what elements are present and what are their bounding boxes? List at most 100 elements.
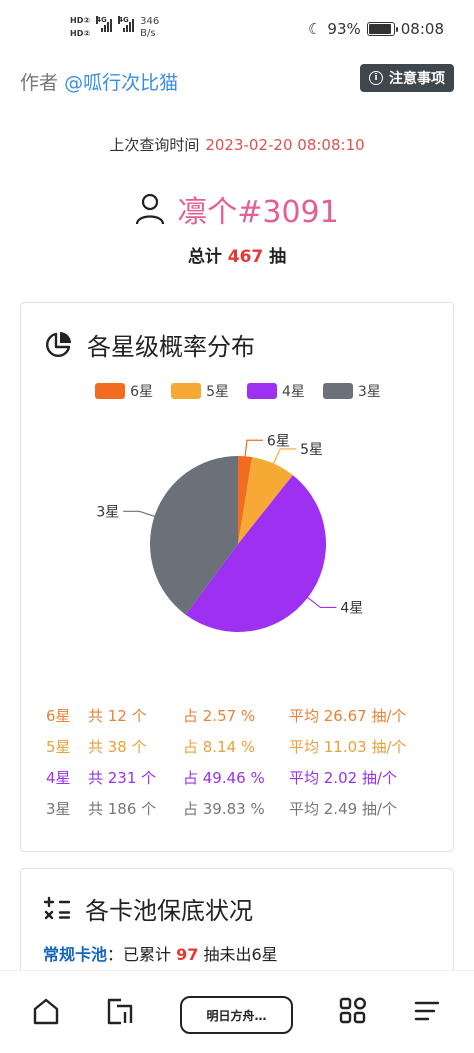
stat-row-6star: 6星 共 12 个 占 2.57 % 平均 26.67 抽/个 <box>21 701 455 732</box>
info-icon: i <box>369 71 383 85</box>
distribution-title: 各星级概率分布 <box>43 327 255 362</box>
current-tab-pill[interactable]: 明日方舟… <box>180 996 293 1034</box>
pool-text-1: 已累计 <box>123 945 172 964</box>
hd-indicators: HD② HD② <box>70 16 90 39</box>
clock: 08:08 <box>400 20 444 38</box>
network-speed: 346 B/s <box>140 16 159 40</box>
home-icon <box>33 998 59 1025</box>
pie-slice[interactable] <box>238 456 253 544</box>
notice-button[interactable]: i 注意事项 <box>360 64 454 92</box>
moon-icon: ☾ <box>307 20 322 38</box>
last-query-label: 上次查询时间 <box>109 136 200 154</box>
stat-percent: 占 8.14 % <box>183 738 256 756</box>
pie-chart-icon <box>46 331 71 357</box>
stat-row-3star: 3星 共 186 个 占 39.83 % 平均 2.49 抽/个 <box>21 794 455 825</box>
calculator-icon <box>43 896 71 919</box>
hd-icon-1: HD② <box>70 16 91 25</box>
total-prefix: 总计 <box>187 247 222 267</box>
battery-icon <box>366 22 398 36</box>
system-status: ☾ 93% 08:08 <box>308 20 444 38</box>
net-type-2: 4G <box>118 16 129 24</box>
stat-average: 平均 2.02 抽/个 <box>289 769 397 787</box>
user-icon <box>136 193 165 225</box>
signal-icon-1: 4G <box>96 16 113 32</box>
stat-count: 共 12 个 <box>88 707 147 725</box>
legend-swatch <box>322 383 353 399</box>
stat-row-5star: 5星 共 38 个 占 8.14 % 平均 11.03 抽/个 <box>21 732 455 763</box>
current-tab-label: 明日方舟… <box>206 1008 267 1023</box>
author-handle[interactable]: @呱行次比猫 <box>64 72 179 94</box>
total-count: 467 <box>227 247 264 267</box>
pool-count: 97 <box>176 945 199 964</box>
stat-average: 平均 11.03 抽/个 <box>289 738 407 756</box>
distribution-card: 各星级概率分布 6星 5星 4星 3星 6星 5星 4星 3星 6星 共 12 个 占… <box>20 302 454 852</box>
pool-text-2: 抽未出6星 <box>203 945 278 964</box>
stat-star: 3星 <box>46 800 71 818</box>
stat-star: 4星 <box>46 769 71 787</box>
grid-icon <box>339 997 367 1024</box>
legend-item-4star[interactable]: 4星 <box>247 381 305 401</box>
menu-icon <box>414 1001 440 1021</box>
stat-count: 共 38 个 <box>88 738 147 756</box>
pie-leader-line <box>123 510 157 518</box>
stat-count: 共 231 个 <box>88 769 157 787</box>
notice-button-label: 注意事项 <box>389 71 445 87</box>
tabs-icon <box>107 998 133 1025</box>
legend-item-5star[interactable]: 5星 <box>171 381 229 401</box>
pool-separator: ： <box>107 945 124 964</box>
author-line: 作者 @呱行次比猫 <box>20 68 178 95</box>
apps-button[interactable] <box>335 993 371 1029</box>
pie-slice[interactable] <box>185 475 327 633</box>
legend-swatch <box>171 383 202 399</box>
net-type-1: 4G <box>96 16 107 24</box>
legend-swatch <box>247 383 277 399</box>
stat-star: 5星 <box>46 738 71 756</box>
stat-average: 平均 26.67 抽/个 <box>289 707 407 725</box>
user-name: 凛个#3091 <box>177 195 339 230</box>
legend-label: 5星 <box>206 384 229 400</box>
pity-title: 各卡池保底状况 <box>43 891 253 926</box>
last-query: 上次查询时间 2023-02-20 08:08:10 <box>0 134 474 155</box>
hd-icon-2: HD② <box>70 29 91 38</box>
total-suffix: 抽 <box>269 247 287 267</box>
user-info: 凛个#3091 <box>0 187 474 231</box>
signal-icon-2: 4G <box>118 16 135 32</box>
battery-percent: 93% <box>327 20 361 38</box>
pie-slice[interactable] <box>150 456 238 615</box>
speed-value: 346 <box>140 16 160 27</box>
distribution-title-text: 各星级概率分布 <box>87 333 255 361</box>
stat-percent: 占 39.83 % <box>183 800 265 818</box>
last-query-time: 2023-02-20 08:08:10 <box>205 136 365 154</box>
pie-slice[interactable] <box>238 457 293 544</box>
legend-item-6star[interactable]: 6星 <box>95 381 153 401</box>
pie-label: 4星 <box>340 600 363 616</box>
status-bar: HD② HD② 4G 4G 346 B/s ☾ 93% 08:08 <box>0 0 474 58</box>
stat-star: 6星 <box>46 707 71 725</box>
author-label: 作者 <box>20 72 59 94</box>
pie-leader-line <box>272 448 297 466</box>
pool-name: 常规卡池 <box>43 945 108 964</box>
legend-item-3star[interactable]: 3星 <box>322 381 381 401</box>
pie-chart: 6星 5星 4星 3星 <box>96 433 363 633</box>
network-status: HD② HD② 4G 4G 346 B/s <box>70 16 159 40</box>
chart-legend: 6星 5星 4星 3星 <box>21 381 455 401</box>
legend-label: 6星 <box>130 384 154 400</box>
speed-unit: B/s <box>140 28 156 39</box>
stat-percent: 占 2.57 % <box>183 707 256 725</box>
menu-button[interactable] <box>409 993 445 1029</box>
stat-average: 平均 2.49 抽/个 <box>289 800 397 818</box>
home-button[interactable] <box>28 993 64 1029</box>
stat-count: 共 186 个 <box>88 800 157 818</box>
stat-percent: 占 49.46 % <box>183 769 265 787</box>
tabs-button[interactable] <box>102 993 138 1029</box>
stat-row-4star: 4星 共 231 个 占 49.46 % 平均 2.02 抽/个 <box>21 763 455 794</box>
legend-swatch <box>95 383 126 399</box>
star-stats: 6星 共 12 个 占 2.57 % 平均 26.67 抽/个 5星 共 38 … <box>21 701 455 825</box>
legend-label: 3星 <box>357 384 381 400</box>
pity-title-text: 各卡池保底状况 <box>85 897 253 925</box>
pie-leader-line <box>305 595 337 609</box>
pie-label: 3星 <box>96 504 119 520</box>
legend-label: 4星 <box>282 384 305 400</box>
pie-leader-line <box>244 439 263 459</box>
bottom-navigation: 明日方舟… <box>0 970 474 1053</box>
